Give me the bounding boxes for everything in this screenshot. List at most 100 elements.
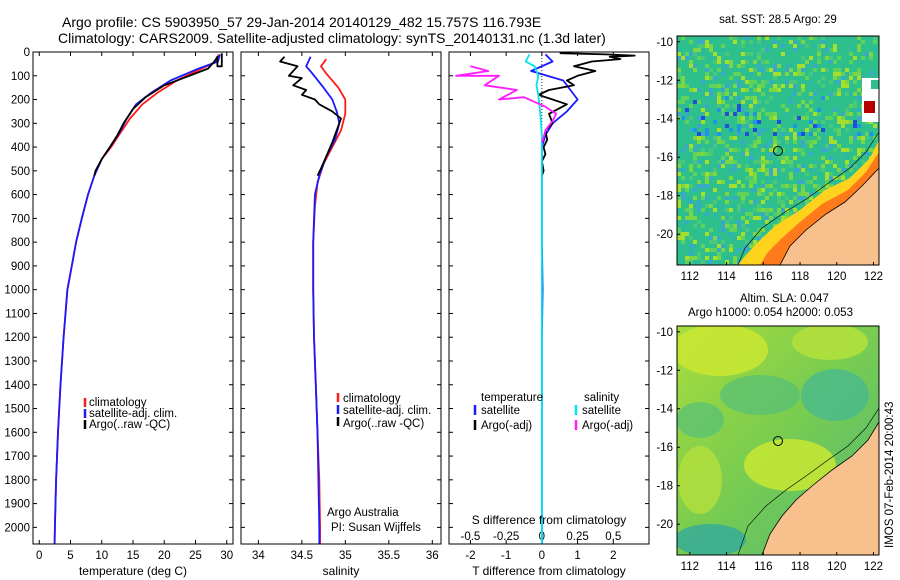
sst-pixel [697, 136, 701, 140]
sst-pixel [749, 148, 753, 152]
sst-pixel [829, 80, 833, 84]
sst-pixel [685, 144, 689, 148]
sst-pixel [725, 224, 729, 228]
sst-pixel [761, 108, 765, 112]
sst-pixel [681, 160, 685, 164]
sst-pixel [701, 108, 705, 112]
sst-pixel [705, 92, 709, 96]
sst-pixel [709, 228, 713, 232]
sst-pixel [677, 228, 681, 232]
sst-pixel [765, 216, 769, 220]
x-tick-label: -1 [501, 550, 511, 562]
sst-pixel [761, 40, 765, 44]
sst-pixel [841, 116, 845, 120]
sst-pixel [753, 240, 757, 244]
x-tick-label: 10 [95, 550, 108, 562]
sst-pixel [853, 104, 857, 108]
sst-pixel [749, 232, 753, 236]
sst-pixel [697, 256, 701, 260]
sst-pixel [713, 200, 717, 204]
sst-pixel [765, 180, 769, 184]
sst-pixel [833, 80, 837, 84]
sst-pixel [697, 220, 701, 224]
sst-pixel [681, 76, 685, 80]
sst-pixel [825, 48, 829, 52]
sst-pixel [757, 84, 761, 88]
sst-pixel [845, 84, 849, 88]
sst-pixel [765, 208, 769, 212]
series-line [279, 56, 342, 176]
sst-pixel [721, 156, 725, 160]
sst-pixel [829, 172, 833, 176]
sst-pixel [761, 84, 765, 88]
sst-pixel [801, 164, 805, 168]
sst-pixel [785, 52, 789, 56]
sst-pixel [725, 124, 729, 128]
sst-pixel [721, 164, 725, 168]
s-tick-label: -0.25 [493, 531, 519, 543]
sst-pixel [813, 184, 817, 188]
sst-pixel [793, 44, 797, 48]
sst-pixel [857, 96, 861, 100]
sst-pixel [741, 52, 745, 56]
sst-pixel [805, 76, 809, 80]
sst-pixel [753, 176, 757, 180]
sst-pixel [697, 56, 701, 60]
sst-pixel [801, 184, 805, 188]
sst-pixel [781, 168, 785, 172]
sst-pixel [713, 172, 717, 176]
sst-pixel [729, 176, 733, 180]
sst-pixel [713, 144, 717, 148]
sst-pixel [749, 52, 753, 56]
sst-pixel [761, 184, 765, 188]
sst-pixel [725, 88, 729, 92]
x-tick-label: 35 [339, 550, 352, 562]
sst-pixel [729, 136, 733, 140]
sst-pixel [841, 172, 845, 176]
sst-pixel [757, 140, 761, 144]
sst-pixel [805, 64, 809, 68]
sst-pixel [689, 60, 693, 64]
sst-pixel [741, 208, 745, 212]
sst-pixel [805, 60, 809, 64]
sst-pixel [833, 48, 837, 52]
sst-pixel [833, 108, 837, 112]
sst-pixel [789, 84, 793, 88]
map-x-tick-label: 112 [681, 561, 699, 573]
sst-pixel [805, 128, 809, 132]
sst-pixel [717, 236, 721, 240]
salinity-lines [279, 56, 347, 544]
sst-pixel [765, 196, 769, 200]
sst-pixel [849, 60, 853, 64]
sst-pixel [733, 140, 737, 144]
sst-pixel [733, 36, 737, 40]
sst-pixel [809, 168, 813, 172]
sst-pixel [805, 116, 809, 120]
sst-pixel [713, 168, 717, 172]
sst-pixel [705, 96, 709, 100]
sst-pixel [821, 168, 825, 172]
sst-pixel [701, 172, 705, 176]
sst-pixel [801, 168, 805, 172]
sst-pixel [737, 180, 741, 184]
sst-pixel [677, 116, 681, 120]
sst-pixel [685, 232, 689, 236]
sst-pixel [789, 72, 793, 76]
sst-pixel [681, 192, 685, 196]
sst-pixel [773, 76, 777, 80]
sst-pixel [721, 88, 725, 92]
sst-pixel [717, 92, 721, 96]
sst-pixel [697, 200, 701, 204]
sst-pixel [721, 216, 725, 220]
sst-pixel [737, 192, 741, 196]
sla-low-1 [801, 369, 869, 421]
sst-pixel [785, 64, 789, 68]
y-tick-label: 100 [11, 71, 30, 83]
sst-pixel [849, 148, 853, 152]
sst-pixel [729, 232, 733, 236]
sst-pixel [729, 92, 733, 96]
sst-pixel [753, 156, 757, 160]
sst-pixel [713, 248, 717, 252]
sst-pixel [725, 160, 729, 164]
sst-pixel [701, 56, 705, 60]
